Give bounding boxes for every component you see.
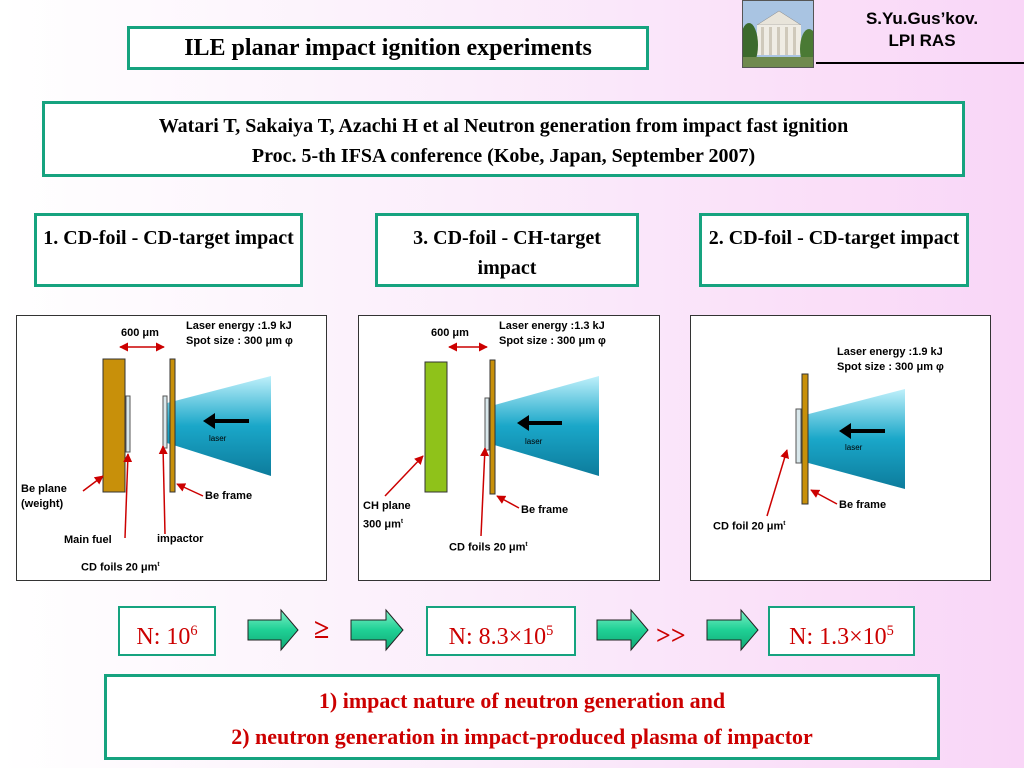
block-arrow-1 bbox=[247, 608, 299, 652]
laser-cone bbox=[801, 389, 905, 489]
spot-size-label: Spot size : 300 μm φ bbox=[499, 335, 606, 347]
plane-label-line-2: 300 μmt bbox=[363, 518, 404, 531]
fuel-label: Main fuel bbox=[64, 534, 112, 546]
laser-energy-label: Laser energy :1.9 kJ bbox=[186, 320, 292, 332]
author-underline bbox=[816, 62, 1024, 64]
plane-label-line-2: (weight) bbox=[21, 498, 64, 510]
plane-label-line-1: CH plane bbox=[363, 500, 411, 512]
frame-pointer bbox=[810, 489, 838, 505]
author-block: S.Yu.Gus’kov. LPI RAS bbox=[820, 8, 1024, 52]
neutron-yield-1: N: 106 bbox=[118, 606, 216, 656]
fuel-pointer bbox=[123, 453, 133, 539]
be-plane-block bbox=[102, 358, 126, 493]
foils-label: CD foils 20 μmt bbox=[449, 541, 528, 554]
frame-label: Be frame bbox=[521, 504, 569, 516]
relation-symbol-1: ≥ bbox=[314, 614, 330, 645]
conclusion-box: 1) impact nature of neutron generation a… bbox=[104, 674, 940, 760]
title-box: ILE planar impact ignition experiments bbox=[127, 26, 649, 70]
page-title: ILE planar impact ignition experiments bbox=[184, 35, 592, 61]
reference-line-2: Proc. 5-th IFSA conference (Kobe, Japan,… bbox=[251, 145, 756, 167]
spot-size-label: Spot size : 300 μm φ bbox=[837, 361, 944, 373]
plane-pointer bbox=[384, 455, 424, 497]
frame-label: Be frame bbox=[839, 499, 887, 511]
plane-pointer bbox=[82, 475, 104, 492]
plane-label-line-1: Be plane bbox=[21, 483, 67, 495]
author-affiliation: LPI RAS bbox=[888, 31, 956, 50]
relation-symbol-2: >> bbox=[656, 621, 686, 650]
laser-cone bbox=[491, 376, 599, 476]
spot-size-label: Spot size : 300 μm φ bbox=[186, 335, 293, 347]
frame-pointer bbox=[496, 495, 520, 509]
author-name: S.Yu.Gus’kov. bbox=[865, 9, 979, 28]
main-fuel-foil bbox=[125, 395, 131, 453]
laser-direction-arrow bbox=[839, 423, 885, 439]
foils-label: CD foil 20 μmt bbox=[713, 520, 786, 533]
impactor-label: impactor bbox=[157, 533, 204, 545]
laser-direction-arrow bbox=[203, 413, 249, 429]
laser-label: laser bbox=[209, 434, 227, 443]
target-foil bbox=[795, 408, 802, 464]
laser-energy-label: Laser energy :1.3 kJ bbox=[499, 320, 605, 332]
experiment-3-heading: 3. CD-foil - CH-target impact bbox=[375, 213, 639, 287]
block-arrow-4 bbox=[706, 608, 759, 652]
neutron-yield-2: N: 1.3×105 bbox=[768, 606, 915, 656]
experiment-3-diagram: 600 μm Laser energy :1.3 kJ Spot size : … bbox=[358, 315, 660, 581]
laser-label: laser bbox=[525, 437, 543, 446]
neutron-yield-3: N: 8.3×105 bbox=[426, 606, 576, 656]
foils-pointer bbox=[480, 447, 490, 537]
be-frame bbox=[801, 373, 809, 505]
laser-label: laser bbox=[845, 443, 863, 452]
reference-box: Watari T, Sakaiya T, Azachi H et al Neut… bbox=[42, 101, 965, 177]
foils-label: CD foils 20 μmt bbox=[81, 561, 160, 574]
experiment-1-heading: 1. CD-foil - CD-target impact bbox=[34, 213, 303, 287]
be-frame bbox=[169, 358, 176, 493]
experiment-2-diagram: Laser energy :1.9 kJ Spot size : 300 μm … bbox=[690, 315, 991, 581]
gap-label: 600 μm bbox=[121, 327, 159, 339]
frame-pointer bbox=[176, 483, 204, 497]
ch-plane-block bbox=[424, 361, 448, 493]
reference-line-1: Watari T, Sakaiya T, Azachi H et al Neut… bbox=[158, 115, 849, 137]
laser-energy-label: Laser energy :1.9 kJ bbox=[837, 346, 943, 358]
laser-direction-arrow bbox=[517, 415, 562, 431]
frame-label: Be frame bbox=[205, 490, 253, 502]
block-arrow-3 bbox=[596, 608, 649, 652]
building-photo bbox=[742, 0, 814, 68]
conclusion-line-2: 2) neutron generation in impact-produced… bbox=[231, 724, 813, 749]
impactor-foil bbox=[484, 397, 490, 451]
impactor-pointer bbox=[158, 445, 168, 535]
experiment-1-diagram: 600 μm Laser energy :1.9 kJ Spot size : … bbox=[16, 315, 327, 581]
block-arrow-2 bbox=[350, 608, 404, 652]
be-frame bbox=[489, 359, 496, 495]
impactor-foil bbox=[162, 395, 168, 449]
foil-pointer bbox=[766, 449, 789, 517]
gap-label: 600 μm bbox=[431, 327, 469, 339]
experiment-2-heading: 2. CD-foil - CD-target impact bbox=[699, 213, 969, 287]
laser-cone bbox=[167, 376, 271, 476]
conclusion-line-1: 1) impact nature of neutron generation a… bbox=[318, 688, 726, 713]
